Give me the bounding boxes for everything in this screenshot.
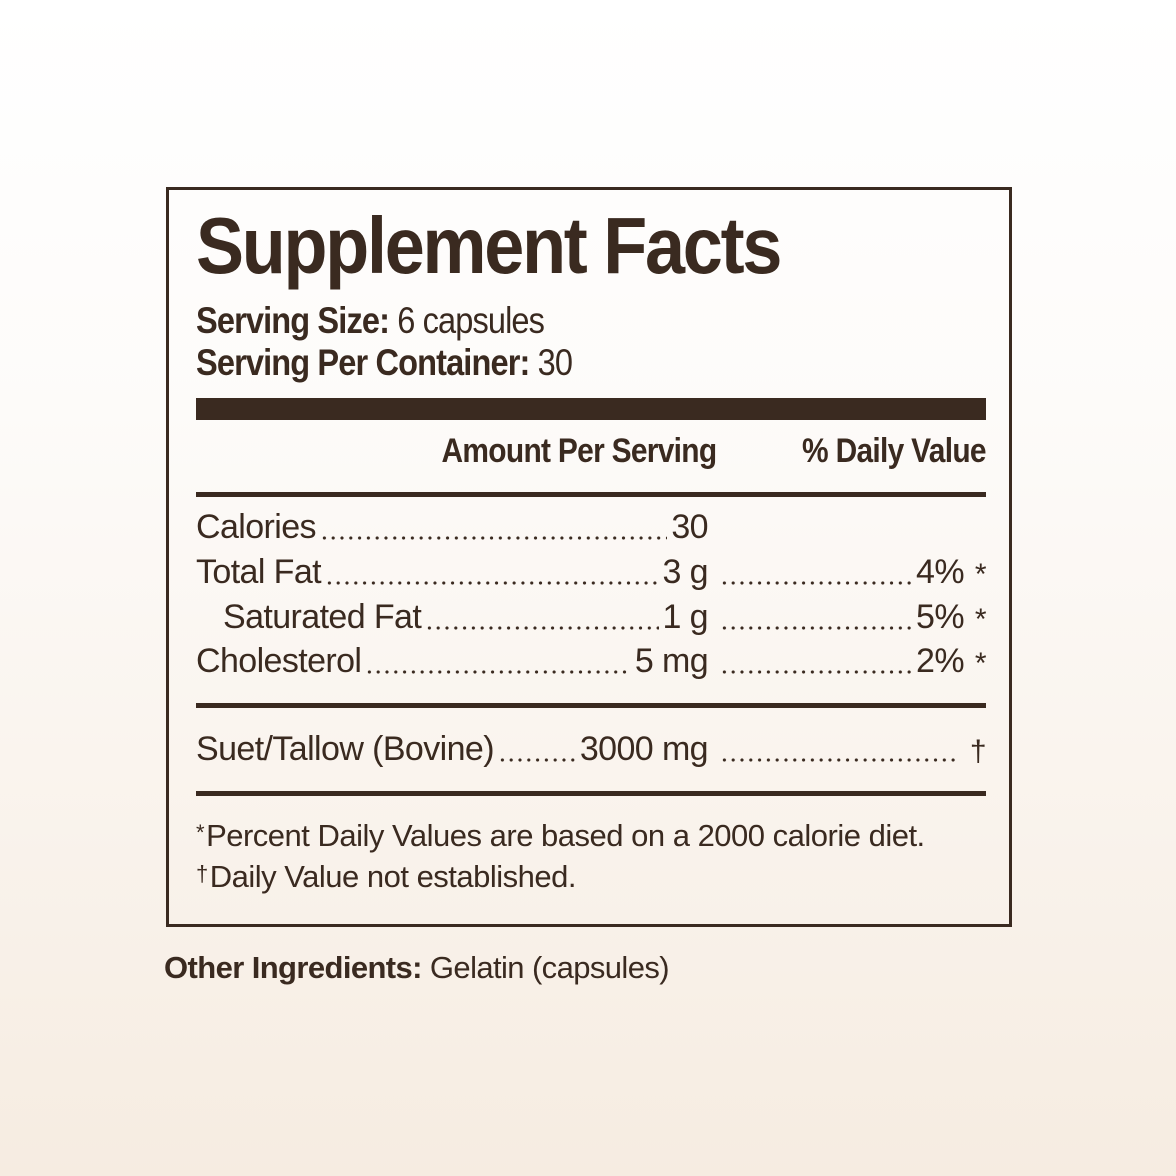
dot-leader (720, 669, 913, 675)
dot-leader (319, 535, 668, 541)
nutrient-row: Calories 30 (196, 505, 986, 547)
dv-header: % Daily Value (802, 432, 986, 470)
servings-per-container-label: Serving Per Container: (196, 342, 530, 383)
dot-leader (720, 580, 913, 586)
other-ingredients-value: Gelatin (capsules) (429, 950, 670, 985)
footnote-mark: † (969, 735, 987, 768)
ingredient-name: Suet/Tallow (Bovine) (196, 730, 495, 768)
nutrient-dv: 2% (916, 642, 965, 680)
supplement-facts-panel (166, 187, 1012, 927)
amount-header: Amount Per Serving (441, 432, 717, 470)
divider (196, 492, 986, 497)
nutrient-name: Total Fat (196, 553, 322, 591)
nutrient-amount: 30 (671, 508, 708, 546)
dot-leader (720, 757, 960, 763)
footnote-text: Percent Daily Values are based on a 2000… (206, 818, 925, 853)
serving-size-value: 6 capsules (397, 300, 545, 341)
footnote-mark: * (974, 603, 987, 636)
servings-per-container-value: 30 (537, 342, 573, 383)
nutrient-dv: 5% (916, 598, 965, 636)
serving-size-label: Serving Size: (196, 300, 390, 341)
footnote: *Percent Daily Values are based on a 200… (196, 818, 925, 854)
nutrient-amount: 5 mg (634, 642, 709, 680)
footnote-text: Daily Value not established. (209, 859, 577, 894)
other-ingredients: Other Ingredients: Gelatin (capsules) (164, 950, 670, 986)
serving-size: Serving Size: 6 capsules (196, 300, 545, 342)
other-ingredients-label: Other Ingredients: (164, 950, 423, 985)
nutrient-name: Cholesterol (196, 642, 362, 680)
dot-leader (365, 669, 631, 675)
footnote-mark: * (974, 647, 987, 680)
dot-leader (497, 757, 576, 763)
dot-leader (720, 625, 913, 631)
panel-title: Supplement Facts (196, 201, 782, 290)
dot-leader (325, 580, 659, 586)
divider (196, 703, 986, 708)
dot-leader (425, 625, 659, 631)
nutrient-row: Cholesterol 5 mg 2% * (196, 639, 987, 681)
nutrient-amount: 3 g (662, 553, 709, 591)
ingredient-row: Suet/Tallow (Bovine) 3000 mg † (196, 727, 987, 769)
nutrient-row: Total Fat 3 g 4% * (196, 550, 987, 592)
nutrient-dv: 4% (916, 553, 965, 591)
footnote: †Daily Value not established. (196, 859, 577, 895)
footnote-mark: * (196, 820, 205, 845)
footnote-mark: * (974, 558, 987, 591)
footnote-mark: † (196, 861, 208, 886)
nutrient-row: Saturated Fat 1 g 5% * (196, 595, 987, 637)
divider (196, 791, 986, 796)
nutrient-amount: 1 g (662, 598, 709, 636)
thick-divider (196, 398, 986, 420)
servings-per-container: Serving Per Container: 30 (196, 342, 573, 384)
nutrient-name: Calories (196, 508, 317, 546)
nutrient-name: Saturated Fat (223, 598, 422, 636)
ingredient-amount: 3000 mg (579, 730, 709, 768)
